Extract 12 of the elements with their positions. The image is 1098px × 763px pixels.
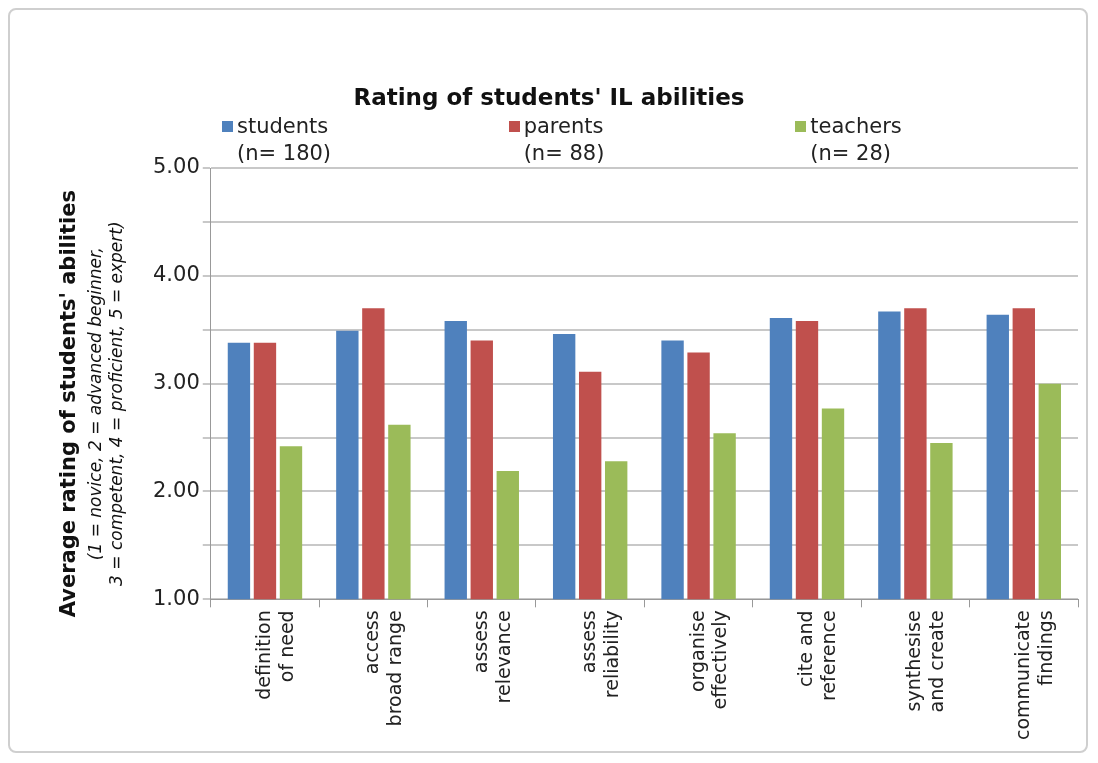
y-tick-label: 3.00 bbox=[152, 370, 200, 395]
chart-title: Rating of students' IL abilities bbox=[352, 84, 746, 110]
y-tick-label: 4.00 bbox=[152, 262, 200, 287]
y-tick-label: 2.00 bbox=[152, 477, 200, 502]
x-tick-label: communicate findings bbox=[1010, 610, 1056, 741]
y-axis-title: Average rating of students' abilities (1 = novice, 2 = advanced beginner, 3 = competent, 4 = proficient, 5 = expert) bbox=[56, 190, 127, 618]
x-tick-label: definition of need bbox=[251, 610, 297, 700]
legend-label: parents (n= 88) bbox=[523, 113, 605, 167]
y-tick-label: 1.00 bbox=[152, 585, 200, 610]
legend-label: students (n= 180) bbox=[237, 113, 332, 167]
legend-label: teachers (n= 28) bbox=[810, 113, 902, 167]
y-tick-label: 5.00 bbox=[152, 154, 200, 179]
